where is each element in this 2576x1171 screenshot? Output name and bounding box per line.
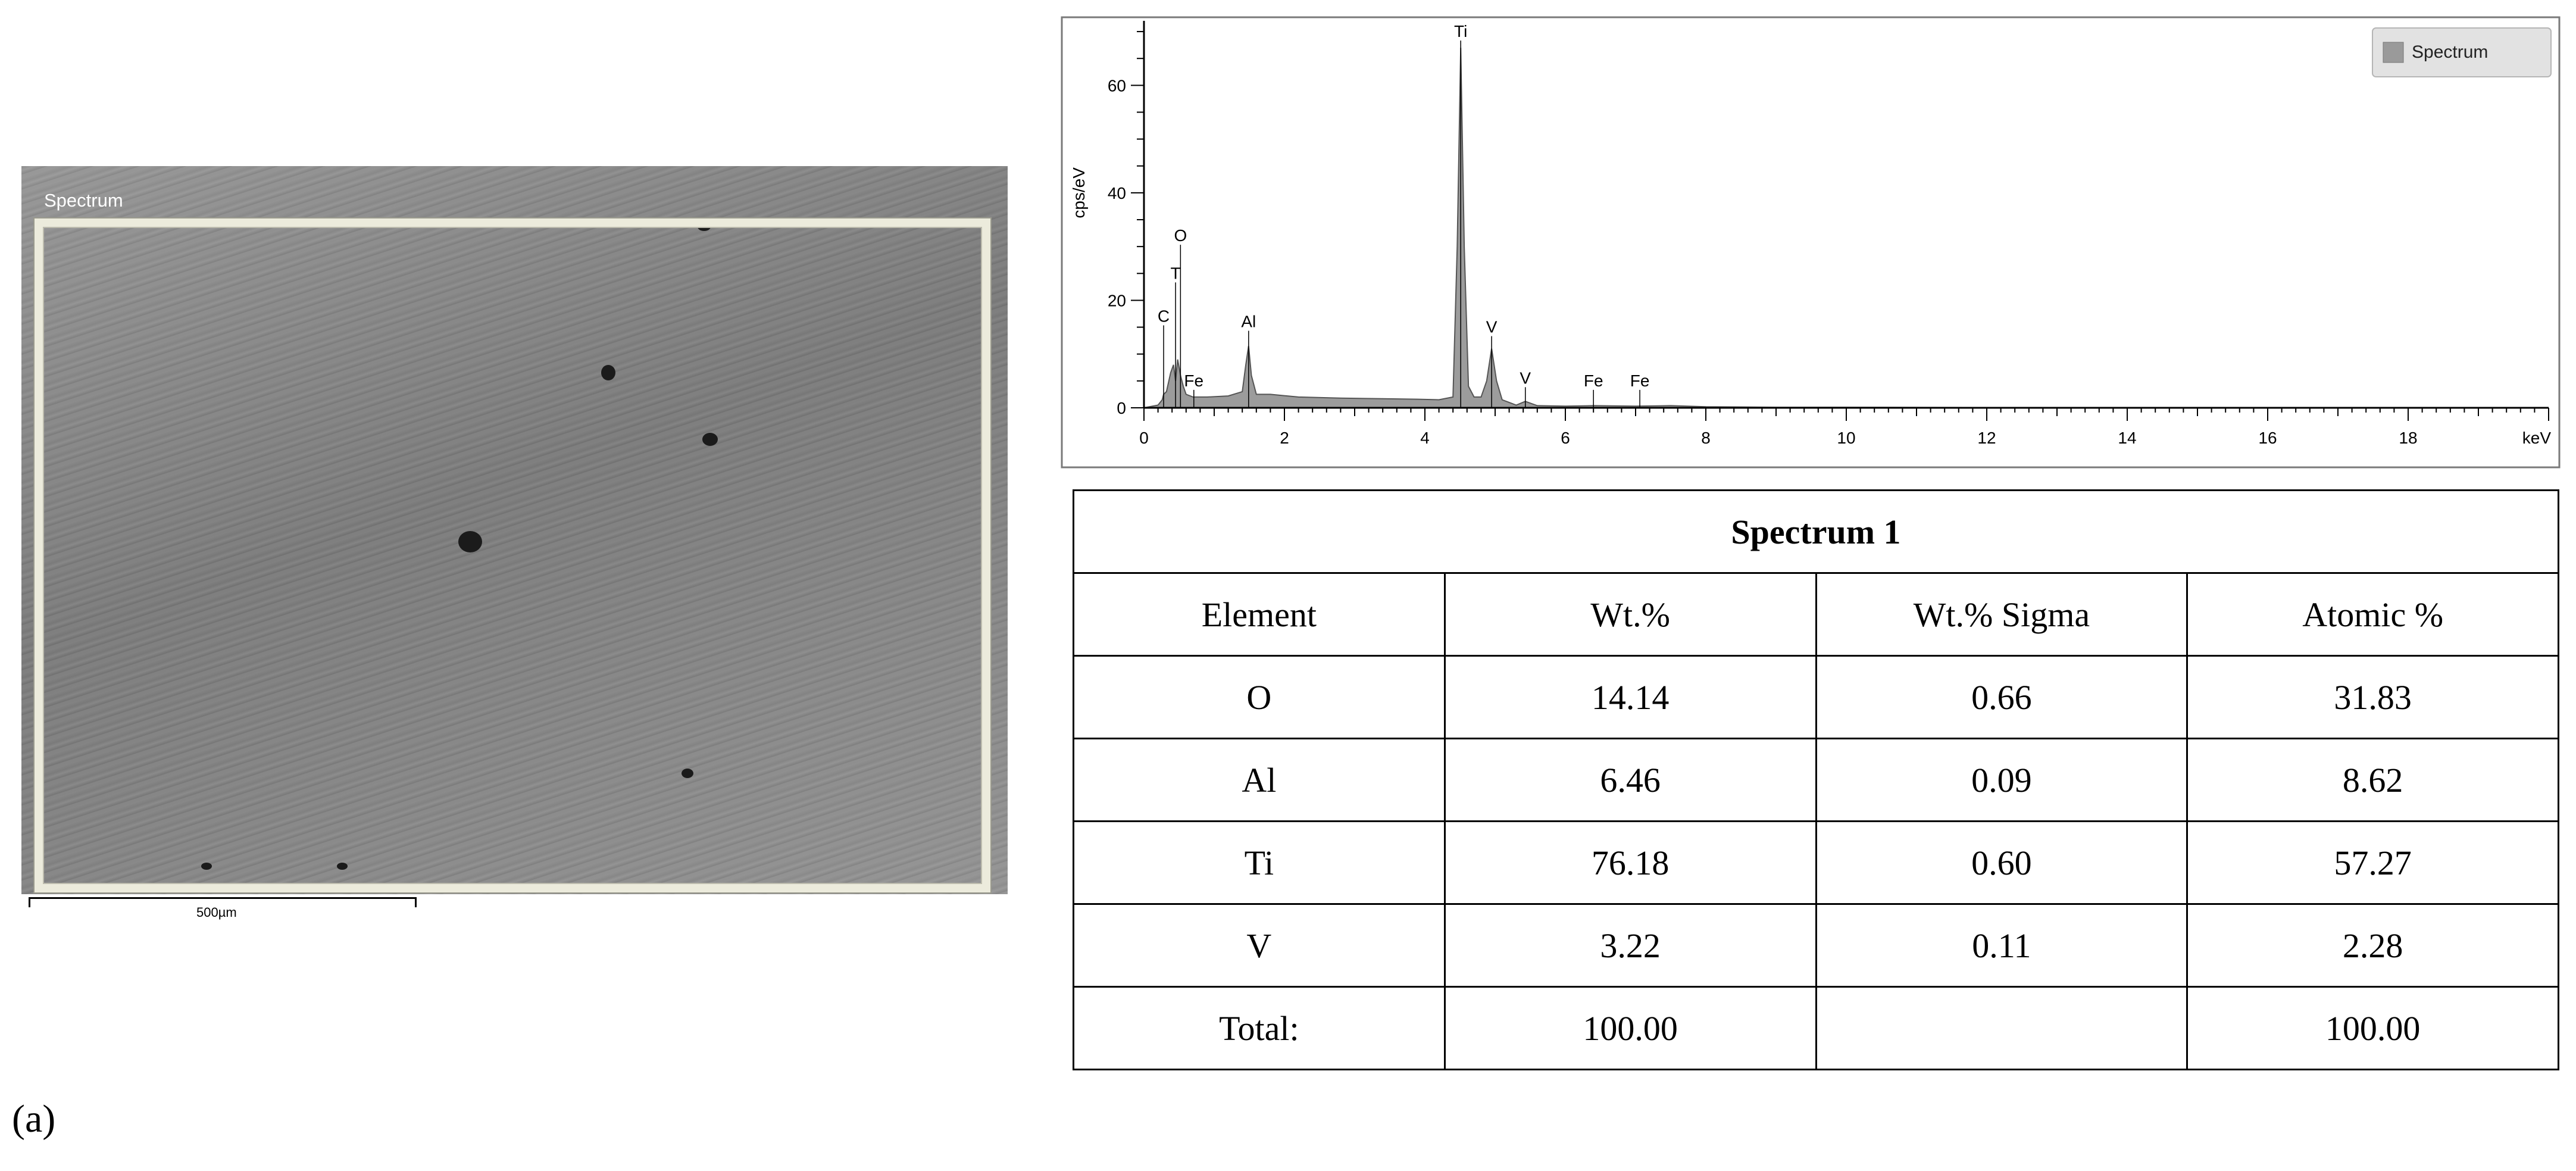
y-tick-label: 40 — [1108, 184, 1126, 202]
y-tick-label: 0 — [1117, 399, 1126, 417]
pore-spot — [601, 365, 615, 380]
pore-spot — [337, 863, 348, 870]
table-cell: 100.00 — [1443, 986, 1817, 1070]
table-header-row: Element Wt.% Wt.% Sigma Atomic % — [1073, 572, 2559, 657]
x-tick-label: 18 — [2399, 429, 2417, 447]
legend-entry-spectrum: Spectrum — [2412, 42, 2488, 62]
peak-label: V — [1486, 318, 1498, 336]
table-cell: 6.46 — [1443, 738, 1817, 822]
peak-label: Fe — [1630, 371, 1650, 390]
scale-bar — [29, 897, 417, 907]
peak-label: Fe — [1584, 371, 1603, 390]
x-tick-label: 2 — [1280, 429, 1289, 447]
y-tick-label: 60 — [1108, 76, 1126, 95]
x-tick-label: 8 — [1701, 429, 1711, 447]
peak-label: C — [1158, 307, 1170, 326]
table-cell: 100.00 — [2186, 986, 2559, 1070]
table-cell: 8.62 — [2186, 738, 2559, 822]
spectrum-region-label: Spectrum — [44, 190, 123, 211]
pore-spot — [458, 531, 482, 552]
scale-bar-label: 500µm — [196, 905, 237, 920]
table-title: Spectrum 1 — [1073, 489, 2559, 574]
table-total-row: Total: 100.00 100.00 — [1073, 986, 2559, 1070]
spectrum-region-frame — [35, 218, 990, 892]
pore-spot — [702, 433, 718, 446]
table-cell: Total: — [1073, 986, 1446, 1070]
peak-label: Ti — [1454, 22, 1467, 40]
table-cell: 0.09 — [1815, 738, 2189, 822]
table-row: Al 6.46 0.09 8.62 — [1073, 738, 2559, 822]
legend-box — [2372, 27, 2552, 77]
sem-micrograph: Spectrum — [21, 166, 1008, 894]
peak-label: O — [1174, 226, 1187, 245]
table-cell: 0.11 — [1815, 903, 2189, 988]
table-cell: 57.27 — [2186, 820, 2559, 905]
table-cell: Al — [1073, 738, 1446, 822]
table-cell: 76.18 — [1443, 820, 1817, 905]
x-tick-label: 14 — [2118, 429, 2136, 447]
element-composition-table: Spectrum 1 Element Wt.% Wt.% Sigma Atomi… — [1073, 489, 2559, 1070]
table-cell: 2.28 — [2186, 903, 2559, 988]
column-header-atomic-percent: Atomic % — [2186, 572, 2559, 657]
x-tick-label: 16 — [2258, 429, 2277, 447]
peak-label: Al — [1241, 313, 1256, 331]
table-row: V 3.22 0.11 2.28 — [1073, 903, 2559, 988]
chart-frame — [1061, 16, 2561, 469]
peak-label: Fe — [1184, 371, 1203, 390]
table-row: Ti 76.18 0.60 57.27 — [1073, 820, 2559, 905]
table-cell: 0.60 — [1815, 820, 2189, 905]
x-tick-label: 10 — [1837, 429, 1855, 447]
eds-spectrum-chart: 0 2 4 6 8 10 12 14 16 18 keV 0 20 40 60 cps/eV C T O Fe Al Ti… — [1061, 16, 2561, 469]
table-title-row: Spectrum 1 — [1073, 489, 2559, 574]
table-cell: 14.14 — [1443, 655, 1817, 739]
y-axis-label: cps/eV — [1070, 167, 1088, 218]
table-row: O 14.14 0.66 31.83 — [1073, 655, 2559, 739]
spectrum-series-area — [1143, 48, 2549, 408]
peak-label: V — [1520, 369, 1531, 387]
x-tick-label: 6 — [1561, 429, 1570, 447]
column-header-wt-sigma: Wt.% Sigma — [1815, 572, 2189, 657]
table-cell: O — [1073, 655, 1446, 739]
column-header-element: Element — [1073, 572, 1446, 657]
pore-spot — [681, 769, 693, 778]
legend-swatch-icon — [2383, 42, 2404, 63]
pore-spot — [201, 863, 212, 870]
x-tick-label: 4 — [1420, 429, 1430, 447]
peak-label: T — [1171, 264, 1181, 282]
column-header-wt-percent: Wt.% — [1443, 572, 1817, 657]
table-cell: 31.83 — [2186, 655, 2559, 739]
panel-label: (a) — [12, 1097, 56, 1141]
y-tick-label: 20 — [1108, 291, 1126, 310]
table-cell: 0.66 — [1815, 655, 2189, 739]
x-axis-label: keV — [2522, 429, 2552, 447]
table-cell: V — [1073, 903, 1446, 988]
x-tick-label: 0 — [1139, 429, 1149, 447]
table-cell: Ti — [1073, 820, 1446, 905]
table-cell — [1815, 986, 2189, 1070]
table-cell: 3.22 — [1443, 903, 1817, 988]
chart-legend: Spectrum — [2372, 27, 2552, 77]
x-tick-label: 12 — [1977, 429, 1996, 447]
